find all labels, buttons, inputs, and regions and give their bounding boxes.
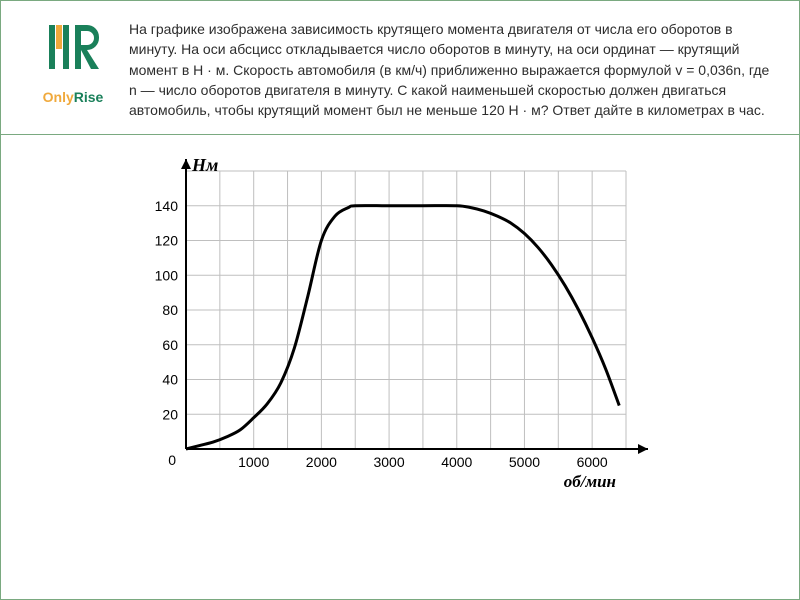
logo-text-rise: Rise — [74, 89, 104, 105]
page-frame: OnlyRise На графике изображена зависимос… — [0, 0, 800, 600]
svg-text:5000: 5000 — [509, 454, 540, 470]
header-row: OnlyRise На графике изображена зависимос… — [1, 1, 799, 135]
svg-text:20: 20 — [162, 407, 178, 423]
svg-text:4000: 4000 — [441, 454, 472, 470]
svg-text:100: 100 — [155, 268, 179, 284]
svg-text:Нм: Нм — [191, 155, 218, 175]
logo-text: OnlyRise — [23, 89, 123, 105]
svg-text:40: 40 — [162, 372, 178, 388]
svg-text:3000: 3000 — [373, 454, 404, 470]
logo: OnlyRise — [23, 19, 123, 105]
problem-text: На графике изображена зависимость крутящ… — [123, 19, 777, 120]
chart-area: 1000 2000 3000 4000 5000 6000 20 40 60 80 100 120 14… — [1, 135, 799, 515]
svg-text:1000: 1000 — [238, 454, 269, 470]
svg-text:140: 140 — [155, 198, 179, 214]
svg-text:об/мин: об/мин — [564, 472, 616, 491]
torque-chart: 1000 2000 3000 4000 5000 6000 20 40 60 80 100 120 14… — [130, 155, 670, 515]
svg-text:60: 60 — [162, 337, 178, 353]
svg-text:2000: 2000 — [306, 454, 337, 470]
logo-text-only: Only — [43, 89, 74, 105]
svg-text:0: 0 — [168, 452, 176, 468]
svg-text:80: 80 — [162, 302, 178, 318]
svg-text:120: 120 — [155, 233, 179, 249]
logo-icon — [41, 19, 105, 83]
svg-text:6000: 6000 — [577, 454, 608, 470]
